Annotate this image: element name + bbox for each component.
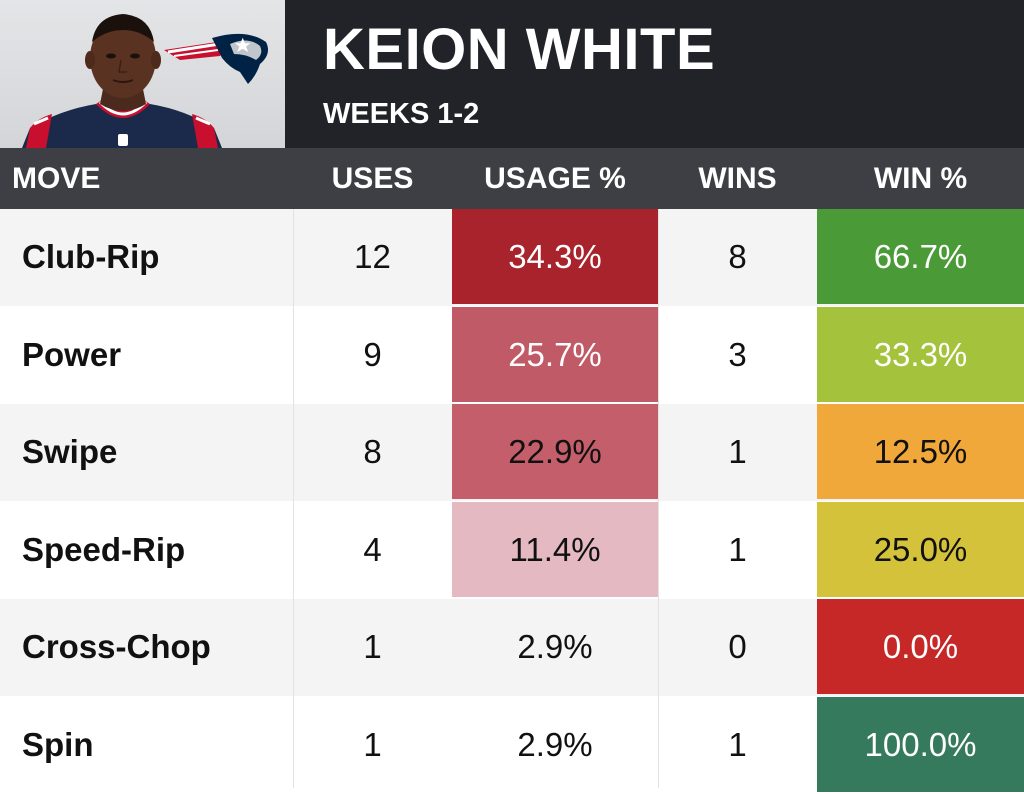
move-name: Cross-Chop: [22, 628, 211, 665]
weeks-subtitle: WEEKS 1-2: [323, 98, 480, 130]
wins-value: 3: [728, 335, 747, 373]
table-row: Cross-Chop 1 2.9% 0 0.0%: [0, 599, 1024, 696]
win-pct-value: 0.0%: [817, 599, 1024, 694]
column-header-uses: USES: [331, 162, 414, 195]
column-divider: [293, 209, 294, 788]
move-name: Club-Rip: [22, 238, 160, 275]
wins-value: 8: [728, 238, 747, 275]
wins-value: 1: [728, 725, 747, 763]
win-pct-value: 25.0%: [817, 501, 1024, 597]
usage-pct-value: 25.7%: [452, 306, 658, 402]
usage-pct-value: 2.9%: [517, 725, 593, 763]
column-header-row: MOVE USES USAGE % WINS WIN %: [0, 148, 1024, 209]
column-header-win-pct: WIN %: [873, 162, 968, 195]
header-banner: KEION WHITE WEEKS 1-2: [0, 0, 1024, 148]
win-pct-value: 66.7%: [817, 209, 1024, 304]
win-pct-value: 12.5%: [817, 404, 1024, 499]
table-row: Spin 1 2.9% 1 100.0%: [0, 696, 1024, 794]
uses-value: 9: [363, 335, 382, 373]
table-row: Speed-Rip 4 11.4% 1 25.0%: [0, 501, 1024, 599]
wins-value: 0: [728, 628, 747, 665]
table-row: Club-Rip 12 34.3% 8 66.7%: [0, 209, 1024, 306]
move-name: Swipe: [22, 433, 118, 470]
uses-value: 1: [363, 628, 382, 665]
column-header-usage-pct: USAGE %: [484, 162, 626, 195]
win-pct-value: 33.3%: [817, 306, 1024, 402]
patriots-logo-icon: [164, 33, 268, 84]
player-photo: [0, 0, 285, 148]
uses-value: 1: [363, 725, 382, 763]
player-headshot-icon: [22, 14, 222, 148]
wins-value: 1: [728, 433, 747, 470]
usage-pct-value: 11.4%: [452, 501, 658, 597]
usage-pct-value: 34.3%: [452, 209, 658, 304]
wins-value: 1: [728, 530, 747, 568]
uses-value: 12: [354, 238, 391, 275]
uses-value: 4: [363, 530, 382, 568]
table-row: Swipe 8 22.9% 1 12.5%: [0, 404, 1024, 501]
move-name: Spin: [22, 725, 94, 763]
column-header-move: MOVE: [12, 162, 101, 195]
player-name: KEION WHITE: [323, 17, 716, 82]
usage-pct-value: 22.9%: [452, 404, 658, 499]
uses-value: 8: [363, 433, 382, 470]
move-name: Speed-Rip: [22, 530, 186, 568]
move-name: Power: [22, 335, 122, 373]
table-row: Power 9 25.7% 3 33.3%: [0, 306, 1024, 404]
column-divider: [658, 209, 659, 788]
usage-pct-value: 2.9%: [517, 628, 593, 665]
win-pct-value: 100.0%: [817, 696, 1024, 792]
column-header-wins: WINS: [698, 162, 777, 195]
